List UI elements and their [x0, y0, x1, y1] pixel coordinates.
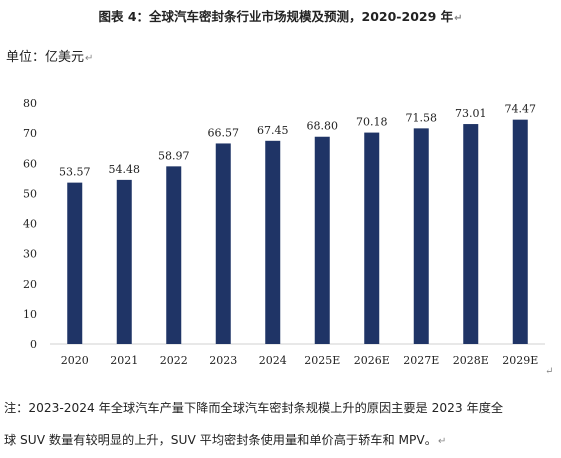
x-tick-label-2025E: 2025E — [304, 354, 340, 367]
y-tick-label: 10 — [23, 308, 37, 321]
x-tick-label-2026E: 2026E — [354, 354, 390, 367]
data-label-2021: 54.48 — [109, 163, 141, 176]
footnote-line-2: 球 SUV 数量有较明显的上升，SUV 平均密封条使用量和单价高于轿车和 MPV… — [4, 433, 447, 447]
data-label-2027E: 71.58 — [406, 111, 438, 124]
bars — [67, 119, 528, 345]
bar-2026E — [364, 132, 380, 344]
data-labels: 53.57 54.48 58.97 66.57 67.45 68.80 70.18 71.58… — [59, 103, 536, 179]
bar-2024 — [265, 140, 281, 344]
unit-label: 单位：亿美元↵ — [6, 50, 94, 65]
data-label-2026E: 70.18 — [356, 116, 388, 129]
x-axis: 2020 2021 2022 2023 2024 2025E 2026E 2027E 2028E… — [61, 354, 539, 367]
bar-2025E — [314, 136, 330, 344]
y-tick-label: 40 — [23, 218, 37, 231]
data-label-2022: 58.97 — [158, 149, 190, 162]
data-label-2025E: 68.80 — [307, 120, 339, 133]
y-tick-label: 20 — [23, 278, 37, 291]
data-label-2028E: 73.01 — [455, 107, 487, 120]
y-tick-label: 50 — [23, 187, 37, 200]
y-tick-label: 0 — [30, 338, 37, 351]
y-tick-label: 30 — [23, 248, 37, 261]
data-label-2024: 67.45 — [257, 124, 289, 137]
paragraph-mark: ↵ — [545, 366, 554, 377]
x-tick-label-2028E: 2028E — [453, 354, 489, 367]
x-tick-label-2020: 2020 — [61, 354, 89, 367]
footnote-line-1: 注：2023-2024 年全球汽车产量下降而全球汽车密封条规模上升的原因主要是 … — [4, 401, 504, 415]
y-tick-label: 60 — [23, 157, 37, 170]
y-tick-label: 80 — [23, 97, 37, 110]
y-axis: 0 10 20 30 40 50 60 70 80 — [23, 97, 545, 351]
x-tick-label-2027E: 2027E — [403, 354, 439, 367]
x-tick-label-2029E: 2029E — [502, 354, 538, 367]
x-tick-label-2023: 2023 — [209, 354, 237, 367]
bar-2022 — [166, 166, 182, 344]
bar-2020 — [67, 182, 83, 344]
x-tick-label-2022: 2022 — [160, 354, 188, 367]
bar-2028E — [463, 124, 479, 344]
bar-2023 — [215, 143, 231, 344]
bar-2029E — [512, 119, 528, 345]
bar-2021 — [116, 179, 132, 344]
data-label-2029E: 74.47 — [505, 103, 537, 116]
chart-title: 图表 4：全球汽车密封条行业市场规模及预测，2020-2029 年↵ — [98, 9, 463, 24]
y-tick-label: 70 — [23, 127, 37, 140]
x-tick-label-2021: 2021 — [110, 354, 138, 367]
data-label-2020: 53.57 — [59, 166, 91, 179]
data-label-2023: 66.57 — [208, 126, 240, 139]
bar-2027E — [413, 128, 429, 344]
x-tick-label-2024: 2024 — [259, 354, 287, 367]
